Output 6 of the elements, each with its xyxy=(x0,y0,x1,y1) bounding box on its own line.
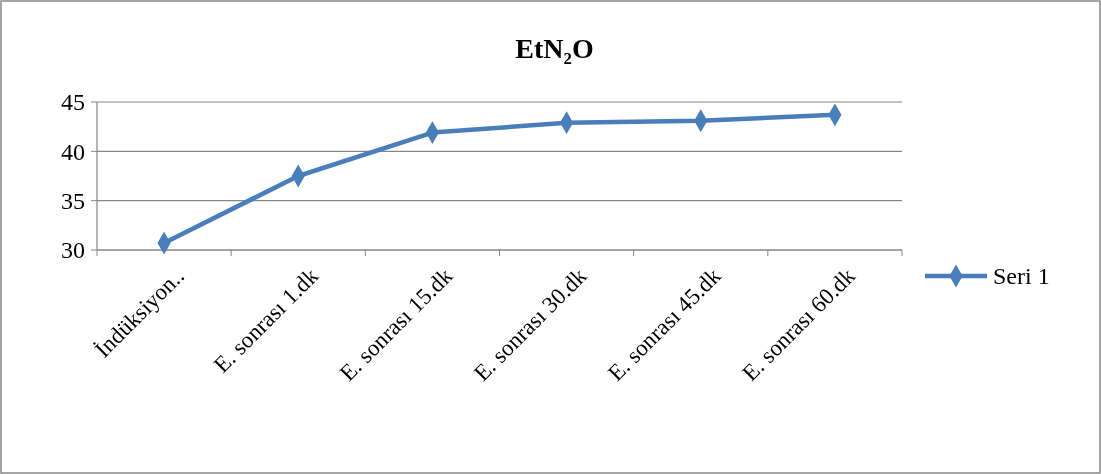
y-tick-label: 40 xyxy=(61,138,85,165)
y-tick-label: 30 xyxy=(61,237,85,264)
legend-label: Seri 1 xyxy=(993,263,1050,290)
chart-title: EtN₂O xyxy=(515,33,594,64)
y-tick-label: 35 xyxy=(61,188,85,215)
y-tick-label: 45 xyxy=(61,89,85,116)
